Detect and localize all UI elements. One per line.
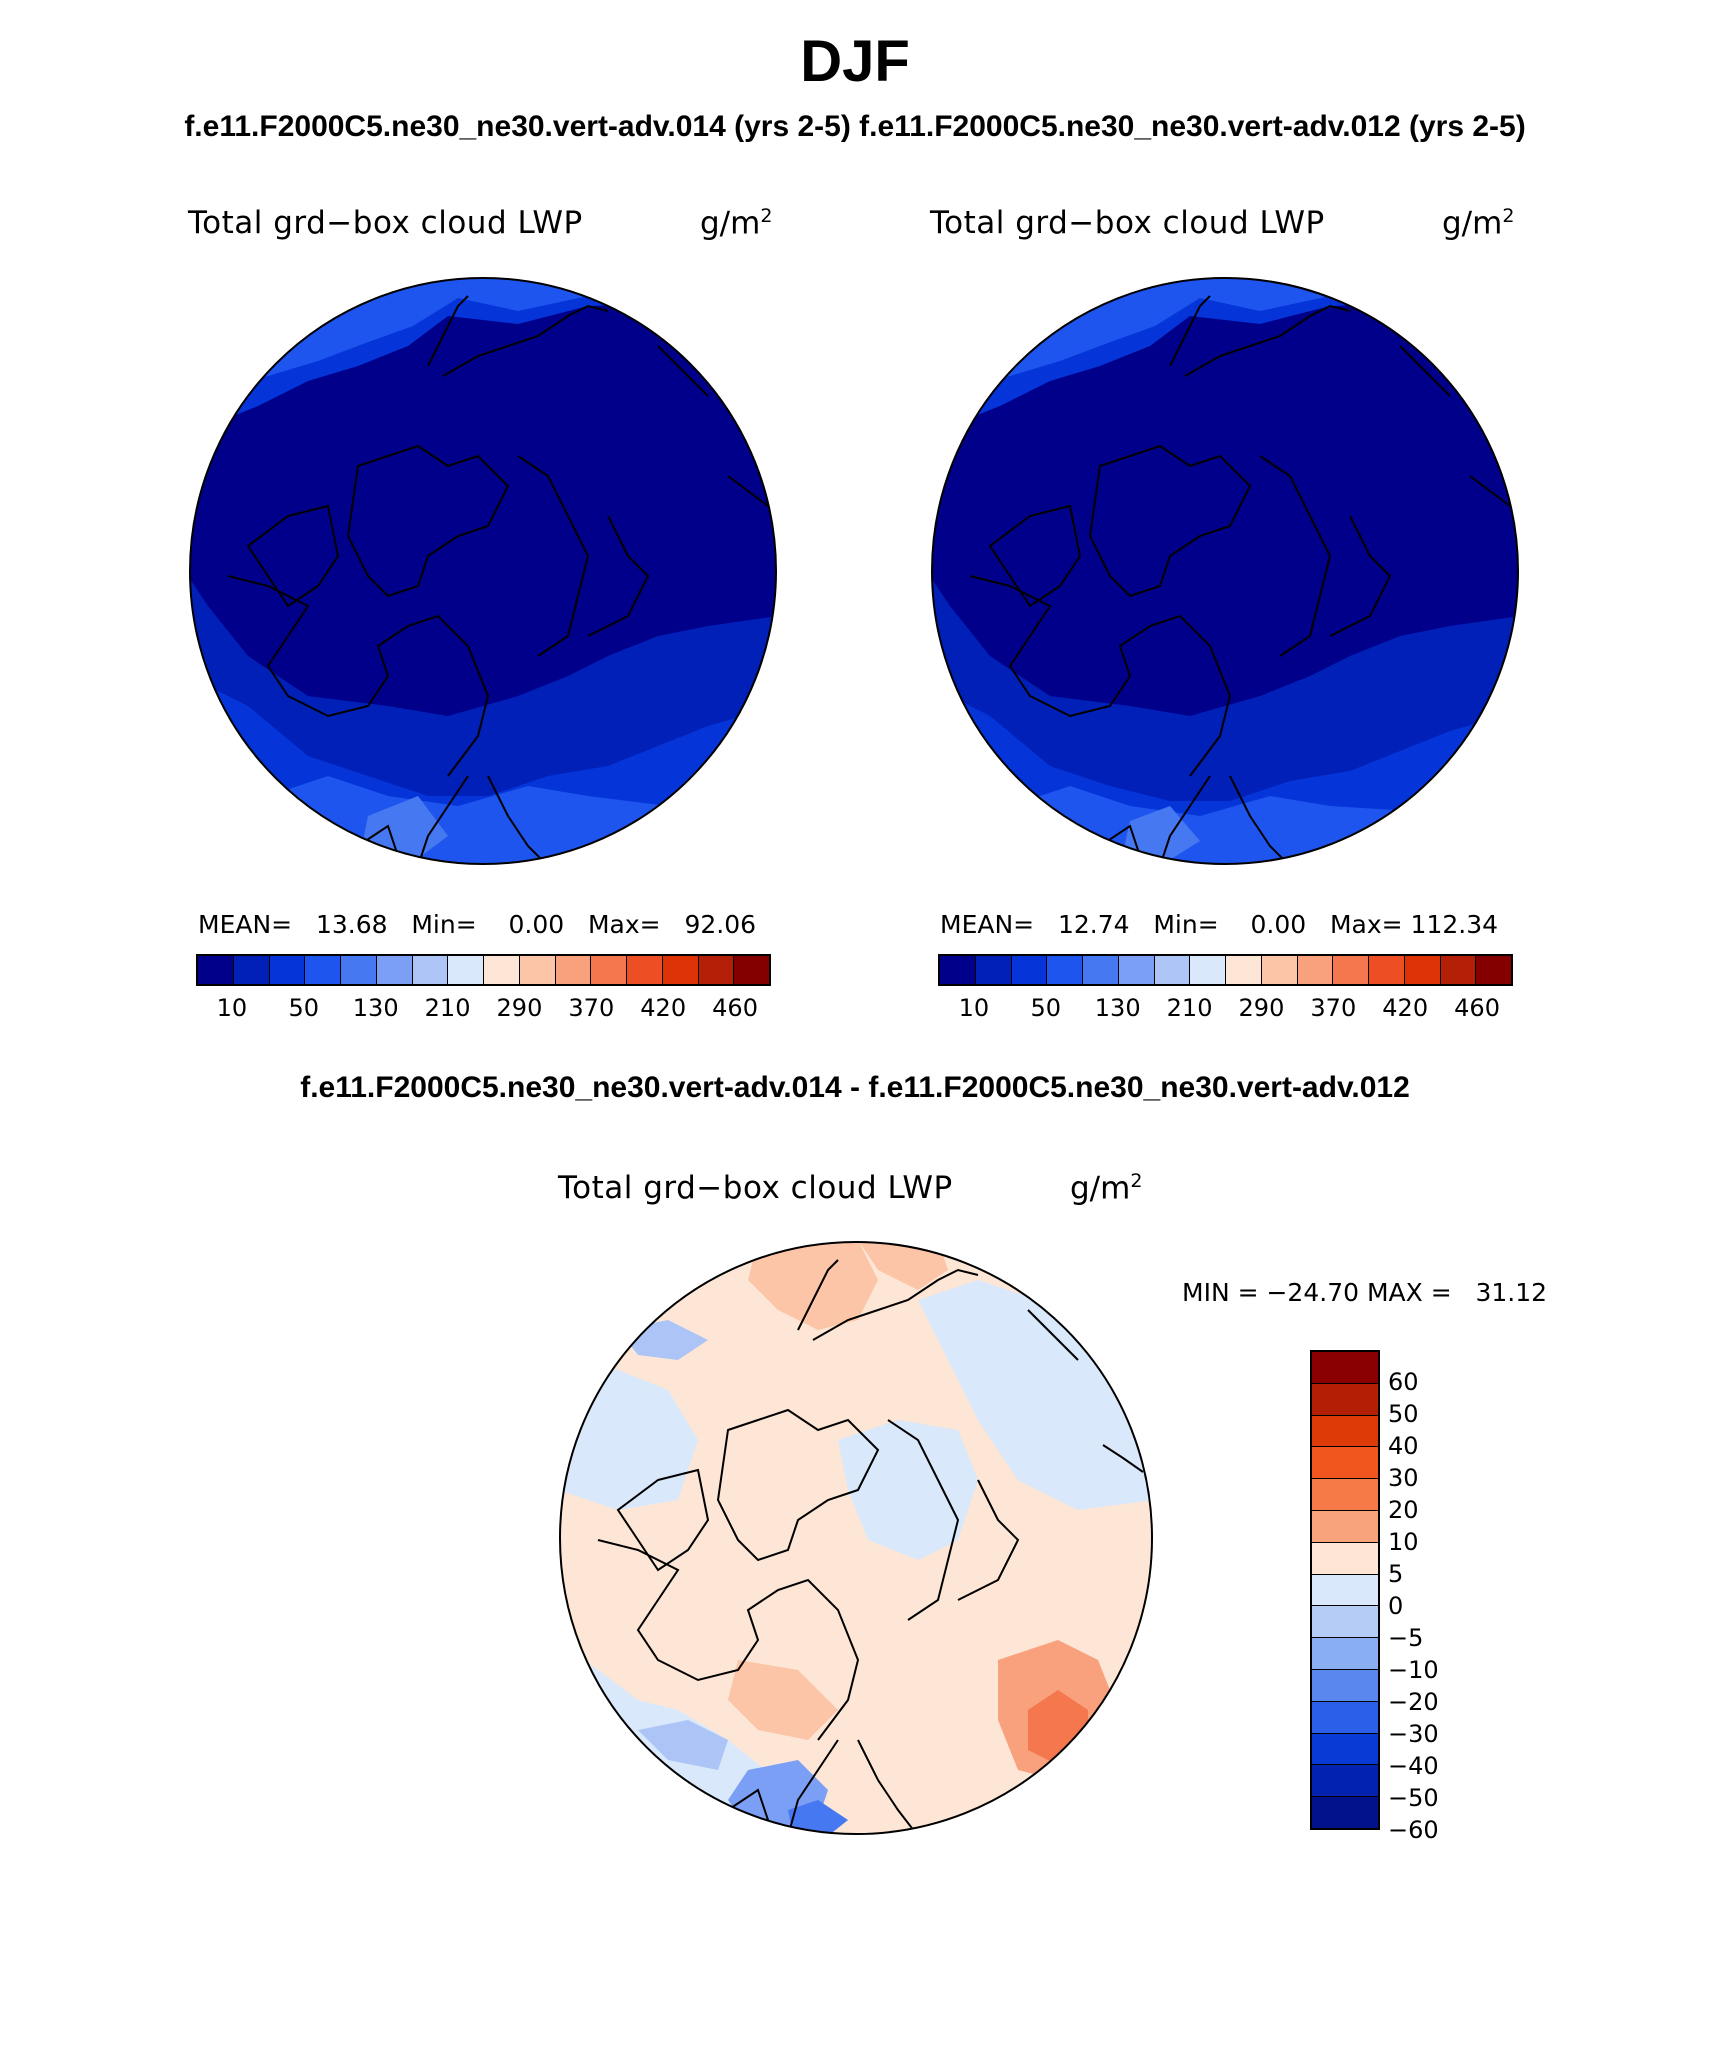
left-colorbar-swatch <box>198 956 234 984</box>
right-colorbar-swatch <box>1226 956 1262 984</box>
right-colorbar-swatch <box>1333 956 1369 984</box>
right-colorbar-swatch <box>1083 956 1119 984</box>
diff-colorbar-swatch <box>1312 1701 1378 1734</box>
right-colorbar-swatch <box>1261 956 1298 984</box>
diff-colorbar-swatch <box>1312 1479 1378 1511</box>
right-colorbar-swatch <box>1404 956 1441 984</box>
right-colorbar-swatch <box>1440 956 1477 984</box>
left-colorbar-tick-label: 50 <box>288 994 320 1022</box>
diff-panel-title: Total grd−box cloud LWP <box>558 1170 953 1206</box>
diff-colorbar-swatch <box>1312 1797 1378 1828</box>
diff-colorbar-swatch <box>1312 1510 1378 1543</box>
diff-colorbar-swatch <box>1312 1542 1378 1575</box>
diff-colorbar-tick-label: −10 <box>1388 1656 1439 1684</box>
diff-colorbar-swatch <box>1312 1352 1378 1384</box>
right-colorbar-swatch <box>1154 956 1191 984</box>
right-colorbar-swatch <box>1047 956 1083 984</box>
left-colorbar <box>196 954 771 986</box>
left-colorbar-tick-label: 460 <box>712 994 758 1022</box>
right-colorbar-swatch <box>1369 956 1405 984</box>
diff-panel-stats: MIN = −24.70 MAX = 31.12 <box>1182 1278 1548 1307</box>
right-colorbar-swatch <box>1118 956 1155 984</box>
right-colorbar-tick-label: 130 <box>1094 994 1141 1022</box>
left-colorbar-tick-label: 290 <box>496 994 543 1022</box>
left-panel-title: Total grd−box cloud LWP <box>188 205 583 241</box>
diff-colorbar-tick-label: −40 <box>1388 1752 1439 1780</box>
right-colorbar-swatch <box>975 956 1012 984</box>
diff-colorbar-tick-label: −30 <box>1388 1720 1439 1748</box>
left-colorbar-swatch <box>412 956 449 984</box>
left-colorbar-tick-label: 130 <box>352 994 399 1022</box>
diff-colorbar-tick-label: −5 <box>1388 1624 1424 1652</box>
left-colorbar-swatch <box>734 956 769 984</box>
diff-colorbar-swatch <box>1312 1765 1378 1798</box>
diff-colorbar-tick-label: 40 <box>1388 1432 1419 1460</box>
left-colorbar-tick-label: 370 <box>568 994 615 1022</box>
right-colorbar-tick-label: 10 <box>958 994 990 1022</box>
right-panel-stats: MEAN= 12.74 Min= 0.00 Max= 112.34 <box>940 910 1499 939</box>
diff-colorbar-swatch <box>1312 1574 1378 1607</box>
right-panel-units: g/m2 <box>1442 205 1515 242</box>
left-colorbar-swatch <box>305 956 341 984</box>
left-colorbar-swatch <box>484 956 520 984</box>
diff-colorbar-tick-label: 5 <box>1388 1560 1404 1588</box>
diff-colorbar-tick-label: −20 <box>1388 1688 1439 1716</box>
left-colorbar-swatch <box>555 956 592 984</box>
right-colorbar-swatch <box>1476 956 1511 984</box>
right-panel-title: Total grd−box cloud LWP <box>930 205 1325 241</box>
top-subtitle: f.e11.F2000C5.ne30_ne30.vert-adv.014 (yr… <box>184 110 1526 143</box>
right-colorbar-swatch <box>940 956 976 984</box>
diff-colorbar-tick-label: 20 <box>1388 1496 1419 1524</box>
diff-colorbar-tick-label: 50 <box>1388 1400 1419 1428</box>
difference-polar-map <box>559 1241 1153 1835</box>
left-polar-map <box>189 277 777 865</box>
diff-colorbar-tick-label: 30 <box>1388 1464 1419 1492</box>
right-polar-map <box>931 277 1519 865</box>
right-colorbar-swatch <box>1297 956 1334 984</box>
diff-colorbar-swatch <box>1312 1447 1378 1480</box>
left-colorbar-swatch <box>627 956 663 984</box>
difference-title: f.e11.F2000C5.ne30_ne30.vert-adv.014 - f… <box>300 1071 1410 1104</box>
left-colorbar-tick-label: 420 <box>640 994 687 1022</box>
left-colorbar-swatch <box>591 956 627 984</box>
right-colorbar-tick-label: 370 <box>1310 994 1357 1022</box>
diff-colorbar-tick-label: 10 <box>1388 1528 1419 1556</box>
left-colorbar-swatch <box>519 956 556 984</box>
left-colorbar-swatch <box>341 956 377 984</box>
right-colorbar-tick-label: 460 <box>1454 994 1500 1022</box>
main-title: DJF <box>800 29 910 94</box>
diff-colorbar-ticks: 60 50 40 30 20 10 5 0 −5 −10 −20 −30 −40 −50 −60 <box>1388 1350 1468 1844</box>
left-colorbar-swatch <box>233 956 270 984</box>
right-colorbar-swatch <box>1011 956 1048 984</box>
left-colorbar-swatch <box>698 956 735 984</box>
left-panel-stats: MEAN= 13.68 Min= 0.00 Max= 92.06 <box>198 910 757 939</box>
diff-colorbar-tick-label: −50 <box>1388 1784 1439 1812</box>
right-colorbar-swatch <box>1190 956 1226 984</box>
right-colorbar-ticks: 10 50 130 210 290 370 420 460 <box>938 994 1513 1024</box>
diff-colorbar-tick-label: −60 <box>1388 1816 1439 1844</box>
diff-colorbar <box>1310 1350 1380 1830</box>
diff-colorbar-tick-label: 60 <box>1388 1368 1419 1396</box>
left-colorbar-tick-label: 10 <box>216 994 248 1022</box>
right-colorbar-tick-label: 50 <box>1030 994 1062 1022</box>
left-colorbar-swatch <box>269 956 306 984</box>
diff-colorbar-swatch <box>1312 1638 1378 1670</box>
left-colorbar-tick-label: 210 <box>424 994 471 1022</box>
right-colorbar-tick-label: 210 <box>1166 994 1213 1022</box>
diff-colorbar-swatch <box>1312 1669 1378 1702</box>
right-colorbar <box>938 954 1513 986</box>
diff-colorbar-swatch <box>1312 1383 1378 1416</box>
diff-colorbar-swatch <box>1312 1733 1378 1766</box>
left-colorbar-swatch <box>448 956 484 984</box>
diff-colorbar-swatch <box>1312 1606 1378 1639</box>
diff-colorbar-swatch <box>1312 1415 1378 1448</box>
left-colorbar-ticks: 10 50 130 210 290 370 420 460 <box>196 994 771 1024</box>
left-colorbar-swatch <box>376 956 413 984</box>
left-colorbar-swatch <box>662 956 699 984</box>
right-colorbar-tick-label: 420 <box>1382 994 1429 1022</box>
diff-colorbar-tick-label: 0 <box>1388 1592 1404 1620</box>
left-panel-units: g/m2 <box>700 205 773 242</box>
right-colorbar-tick-label: 290 <box>1238 994 1285 1022</box>
diff-panel-units: g/m2 <box>1070 1170 1143 1207</box>
